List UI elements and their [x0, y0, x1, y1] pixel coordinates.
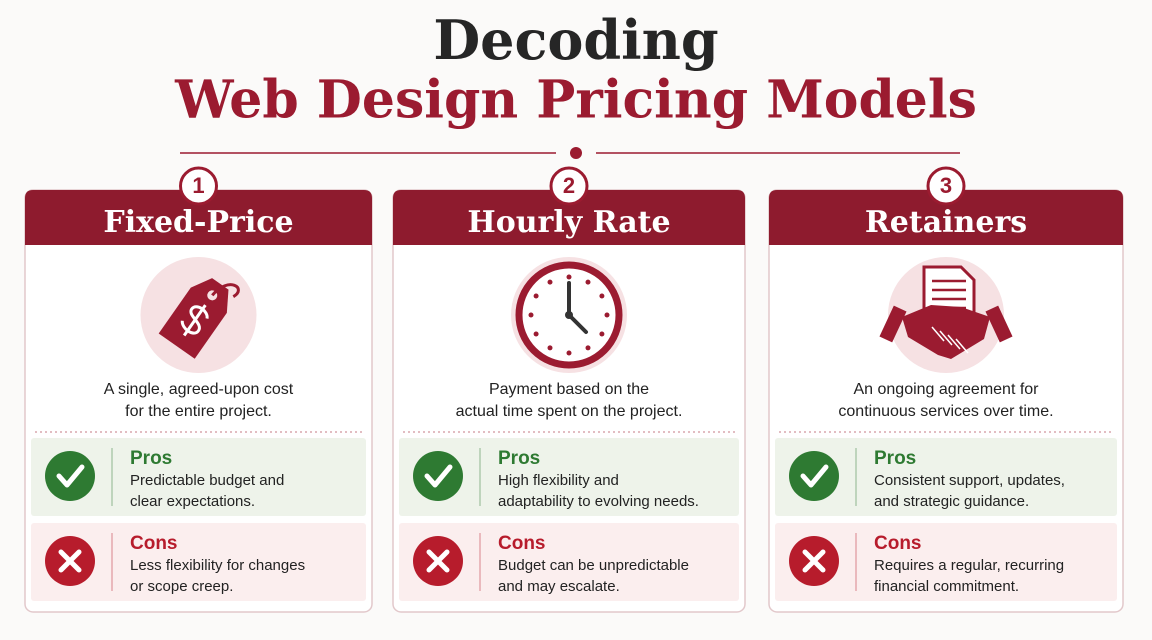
card-description: A single, agreed-upon cost — [104, 381, 294, 398]
clock-dot — [585, 279, 591, 285]
finger — [947, 334, 961, 350]
cons-text: financial commitment. — [874, 578, 1019, 595]
pros-box — [399, 438, 739, 516]
check-mark — [424, 464, 453, 488]
card-description: continuous services over time. — [838, 403, 1053, 420]
pros-box — [31, 438, 366, 516]
cons-text: and may escalate. — [498, 578, 620, 595]
cons-label: Cons — [130, 533, 178, 554]
cons-label: Cons — [874, 533, 922, 554]
cons-box — [399, 523, 739, 601]
finger — [931, 326, 945, 342]
cuff — [985, 305, 1013, 343]
card-title: Fixed-Price — [103, 205, 293, 240]
cons-text: Less flexibility for changes — [130, 557, 305, 574]
title-line1: Decoding — [433, 8, 718, 72]
clock-hand — [567, 313, 588, 334]
number-badge — [179, 166, 218, 206]
clock-dot — [528, 312, 534, 318]
finger — [939, 330, 953, 346]
cons-text: or scope creep. — [130, 578, 233, 595]
card-number: 2 — [563, 173, 575, 198]
pros-text: Predictable budget and — [130, 472, 284, 489]
card-description: for the entire project. — [125, 403, 272, 420]
card-description: actual time spent on the project. — [456, 403, 683, 420]
finger — [955, 338, 969, 354]
card-number: 3 — [940, 173, 952, 198]
pros-text: clear expectations. — [130, 493, 255, 510]
pros-label: Pros — [130, 448, 172, 469]
card-header — [25, 190, 372, 245]
clock-dot — [533, 293, 539, 299]
card-header — [393, 190, 745, 245]
pros-text: High flexibility and — [498, 472, 619, 489]
card: 1 Fixed-Price A single, agreed-upon cost fo… — [24, 166, 373, 613]
x-mark — [426, 549, 450, 573]
pros-text: adaptability to evolving needs. — [498, 493, 699, 510]
cons-label: Cons — [498, 533, 546, 554]
cons-text: Requires a regular, recurring — [874, 557, 1064, 574]
card-header — [769, 190, 1123, 245]
check-mark — [56, 464, 85, 488]
title-line2: Web Design Pricing Models — [174, 70, 977, 131]
clock-dot — [566, 274, 572, 280]
pros-icon — [789, 451, 839, 501]
cons-box — [775, 523, 1117, 601]
clock-dot — [533, 331, 539, 337]
number-badge — [549, 166, 589, 206]
tag-string — [211, 283, 240, 298]
clock-dot — [599, 293, 605, 299]
card-title: Hourly Rate — [467, 205, 670, 240]
clock-dot — [547, 345, 553, 351]
check-mark — [800, 464, 829, 488]
pros-label: Pros — [498, 448, 540, 469]
x-mark — [802, 549, 826, 573]
pros-box — [775, 438, 1117, 516]
pros-icon — [45, 451, 95, 501]
clock-dot — [604, 312, 610, 318]
cuff — [879, 305, 907, 343]
card: 2 Hourly Rate Payment based on the actual t… — [392, 166, 746, 613]
clock-dot — [547, 279, 553, 285]
x-mark — [58, 549, 82, 573]
pros-icon — [413, 451, 463, 501]
clock-dot — [566, 350, 572, 356]
card-description: Payment based on the — [489, 381, 649, 398]
clock-dot — [585, 345, 591, 351]
pros-label: Pros — [874, 448, 916, 469]
hands — [902, 305, 990, 359]
dollar — [180, 304, 209, 337]
pros-text: Consistent support, updates, — [874, 472, 1065, 489]
clock-dot — [599, 331, 605, 337]
clock-center — [565, 311, 573, 319]
card-title: Retainers — [865, 205, 1027, 240]
tag-icon — [158, 278, 240, 359]
cards: 1 Fixed-Price A single, agreed-upon cost fo… — [24, 166, 1124, 613]
cons-box — [31, 523, 366, 601]
pros-text: and strategic guidance. — [874, 493, 1029, 510]
divider-dot — [570, 147, 582, 159]
card-description: An ongoing agreement for — [853, 381, 1039, 398]
number-badge — [926, 166, 966, 206]
card: 3 Retainers An ongoing agreement for contin… — [768, 166, 1124, 613]
cons-text: Budget can be unpredictable — [498, 557, 689, 574]
card-number: 1 — [192, 173, 204, 198]
